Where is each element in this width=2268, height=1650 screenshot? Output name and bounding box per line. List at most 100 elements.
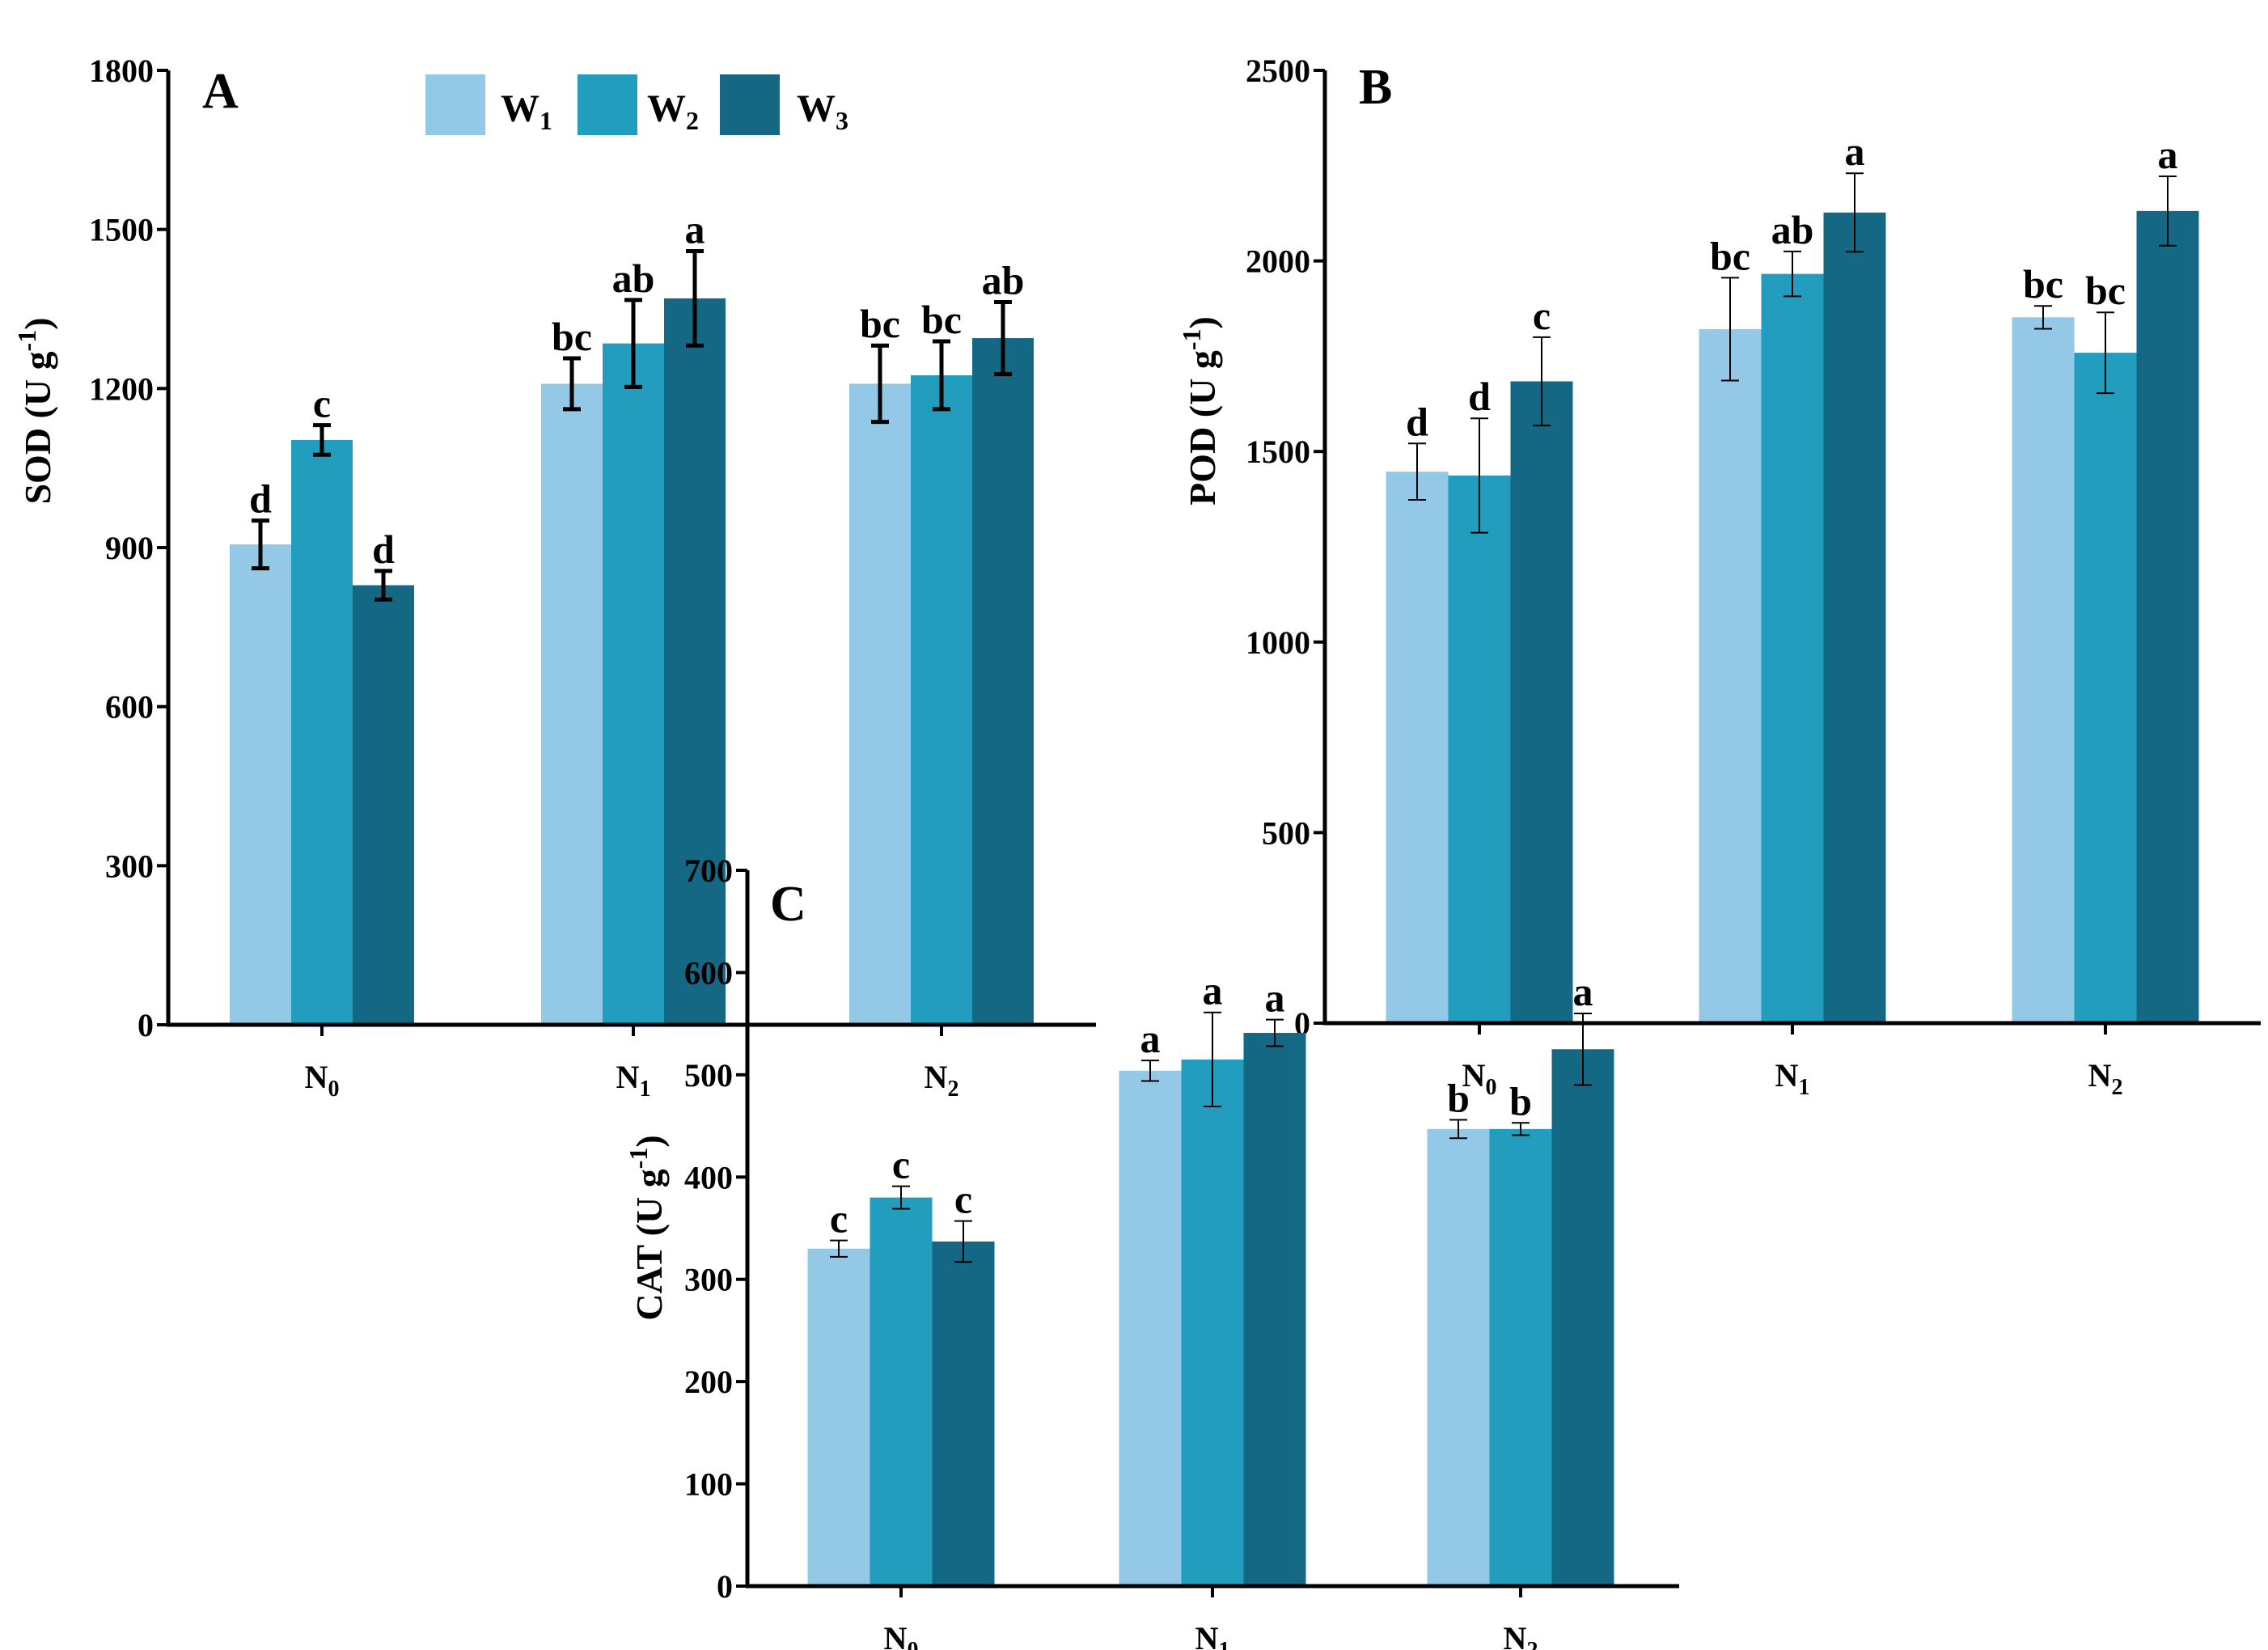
x-tick-label-sub: 1 [1798, 1075, 1809, 1100]
significance-letter: a [1845, 129, 1865, 174]
legend-label-sub: 1 [539, 106, 552, 135]
significance-letter: bc [2023, 261, 2063, 307]
bar-w1-0 [807, 1248, 870, 1586]
significance-letter: b [1509, 1078, 1532, 1123]
error-bar [1784, 250, 1801, 298]
bar-w2-2 [2074, 353, 2137, 1024]
significance-letter: ab [612, 256, 655, 301]
x-tick-label-main: N [305, 1059, 328, 1095]
legend-label: W1 [501, 87, 552, 135]
x-tick-label: N2 [2088, 1057, 2123, 1100]
y-axis-label-sup: -1 [12, 330, 41, 352]
bar-w2-1 [1181, 1059, 1244, 1586]
x-tick-label-sub: 2 [2111, 1075, 2122, 1100]
y-tick-label: 400 [684, 1159, 733, 1195]
x-tick-label-sub: 1 [639, 1077, 650, 1102]
x-tick-label-sub: 0 [1485, 1075, 1496, 1100]
y-tick-label: 300 [684, 1262, 733, 1298]
bar-w2-0 [1448, 475, 1511, 1023]
error-bar [1141, 1060, 1159, 1082]
significance-letter: b [1447, 1075, 1470, 1120]
significance-letter: a [685, 207, 705, 252]
bar-w1-2 [849, 383, 911, 1025]
panel-c: cabcabcaa0100200300400500600700N0N1N2CAT… [624, 852, 1679, 1650]
x-tick-label-main: N [1195, 1620, 1219, 1650]
legend-item-w1: W1 [425, 74, 552, 135]
y-tick-label: 700 [684, 852, 733, 889]
legend: W1 W2 W3 [425, 74, 848, 135]
legend-label-main: W [647, 87, 686, 130]
y-tick-label: 200 [684, 1364, 733, 1400]
bar-w3-1 [1243, 1033, 1306, 1586]
y-axis-label: CAT (U g-1) [624, 1135, 670, 1320]
x-tick-label-main: N [884, 1620, 908, 1650]
y-axis-label-sup: -1 [624, 1148, 653, 1170]
significance-letter: ab [982, 257, 1025, 302]
error-bar [1574, 1013, 1592, 1086]
y-tick-label: 0 [1294, 1005, 1310, 1042]
significance-letter: bc [1710, 233, 1750, 278]
error-bar [252, 518, 269, 571]
significance-letter: bc [921, 297, 962, 342]
significance-letter: a [2158, 132, 2178, 177]
x-tick-label: N2 [1504, 1620, 1538, 1650]
y-tick-label: 900 [105, 530, 154, 566]
error-bar [624, 298, 642, 389]
error-bar [994, 299, 1012, 377]
bar-w3-2 [1551, 1049, 1614, 1586]
significance-letter: a [1140, 1016, 1161, 1061]
error-bar [1533, 336, 1551, 427]
error-bar [954, 1220, 972, 1263]
significance-letter: ab [1771, 207, 1814, 252]
error-bar [313, 423, 331, 457]
y-axis-label-end: ) [17, 317, 58, 329]
significance-letter: c [313, 381, 331, 426]
error-bar [830, 1239, 848, 1258]
legend-label-main: W [797, 87, 836, 130]
bar-w2-2 [1489, 1128, 1552, 1586]
bar-w1-2 [2012, 317, 2075, 1023]
error-bar [1721, 277, 1739, 382]
bar-w3-0 [353, 585, 414, 1025]
y-axis-label-sup: -1 [1177, 329, 1206, 351]
bar-w3-1 [664, 298, 726, 1025]
y-axis-label: POD (U g-1) [1177, 316, 1223, 506]
significance-letter: d [1468, 374, 1491, 419]
error-bar [1449, 1119, 1467, 1140]
y-tick-label: 2000 [1246, 243, 1310, 280]
significance-letter: a [1203, 968, 1223, 1013]
x-tick-label: N0 [305, 1059, 340, 1102]
error-bar [2159, 175, 2177, 247]
significance-letter: a [1573, 969, 1593, 1014]
y-tick-label: 500 [1262, 814, 1310, 851]
bar-w3-0 [932, 1241, 995, 1586]
bar-w3-1 [1823, 212, 1886, 1024]
bar-w1-0 [1386, 472, 1449, 1023]
x-tick-label-main: N [1462, 1057, 1486, 1094]
x-tick-label-main: N [1504, 1620, 1527, 1650]
bar-w1-1 [1699, 328, 1762, 1023]
significance-letter: c [830, 1196, 848, 1242]
legend-label-sub: 3 [836, 106, 848, 135]
x-tick-label: N0 [1462, 1057, 1497, 1100]
bar-w2-0 [291, 439, 353, 1025]
bar-w2-1 [603, 343, 664, 1026]
x-tick-label-sub: 2 [1526, 1638, 1538, 1650]
error-bar [871, 343, 889, 425]
bar-w3-2 [972, 338, 1034, 1025]
x-tick-label-sub: 2 [947, 1077, 958, 1102]
error-bar [2034, 305, 2052, 330]
significance-letter: d [249, 476, 272, 522]
significance-letter: a [1265, 975, 1285, 1021]
significance-letter: bc [552, 314, 592, 359]
error-bar [892, 1185, 910, 1210]
significance-letter: d [372, 527, 395, 572]
y-tick-label: 1800 [89, 53, 154, 89]
y-axis-label-main: SOD (U g [17, 351, 58, 504]
y-tick-label: 1500 [89, 212, 154, 248]
bar-w3-2 [2136, 210, 2199, 1023]
x-tick-label: N1 [616, 1059, 651, 1102]
